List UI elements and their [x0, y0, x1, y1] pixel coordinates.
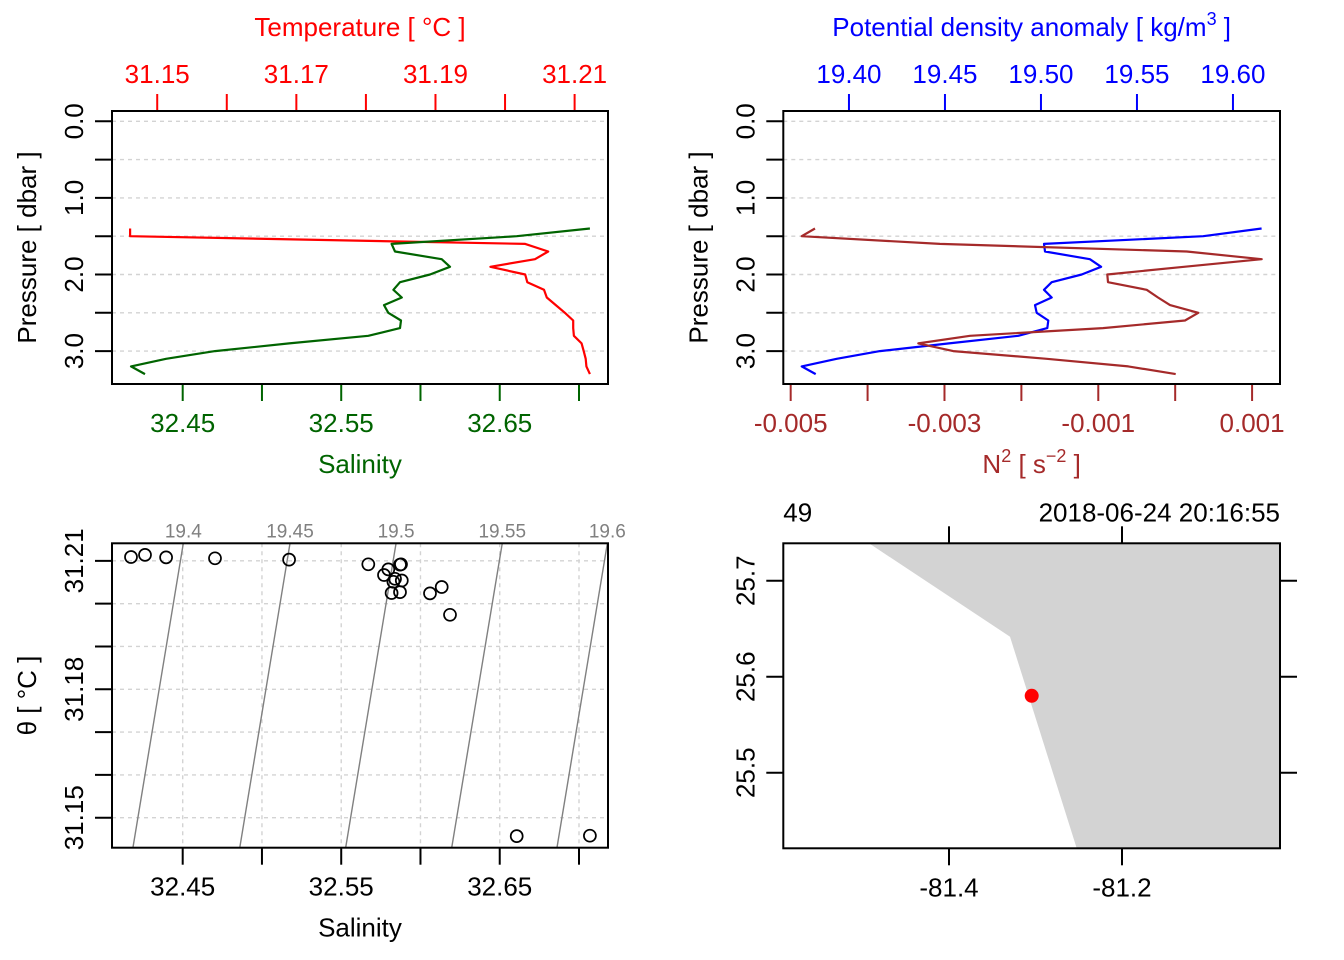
- latitude-axis-tick-label: 25.6: [730, 651, 760, 702]
- isopycnal-label: 19.55: [478, 521, 526, 542]
- potential-density-anomaly-profile-line: [800, 227, 1262, 376]
- top-axis-title: Potential density anomaly [ kg/m3 ]: [832, 9, 1231, 42]
- bottom-axis-tick-label: 32.45: [150, 408, 215, 438]
- isopycnal-line: [132, 543, 185, 848]
- station-id-label: 49: [783, 497, 812, 527]
- y-axis-title: Pressure [ dbar ]: [683, 151, 713, 343]
- top-axis-tick-label: 31.17: [264, 59, 329, 89]
- ts-point: [509, 829, 524, 843]
- isopycnal-line: [556, 543, 608, 848]
- plot-frame: [111, 110, 609, 385]
- map-frame: [782, 542, 1281, 850]
- isopycnal-label: 19.45: [266, 521, 314, 542]
- pressure-axis-tick-label: 2.0: [59, 256, 89, 292]
- bottom-axis-tick-label: 32.55: [309, 408, 374, 438]
- pressure-axis-tick-label: 1.0: [59, 180, 89, 216]
- top-axis-tick-label: 19.40: [816, 59, 881, 89]
- isopycnal-label: 19.6: [589, 521, 626, 542]
- top-axis-title-superscript: 3: [1207, 9, 1217, 29]
- bottom-axis-tick-label: 0.001: [1220, 408, 1285, 438]
- buoyancy-frequency-squared-profile-line: [800, 227, 1263, 376]
- top-axis-tick-label: 19.50: [1008, 59, 1073, 89]
- pressure-axis-tick-label: 0.0: [730, 103, 760, 139]
- bottom-axis-title: Salinity: [318, 449, 402, 479]
- ts-point: [124, 550, 138, 564]
- panel-station-map: -81.4 -81.2 25.5 25.6 25.7 49 2018-06-24 20:16…: [730, 497, 1297, 902]
- isopycnal-line: [239, 543, 291, 848]
- pressure-axis-tick-label: 1.0: [730, 180, 760, 216]
- salinity-axis-tick-label: 32.55: [309, 872, 374, 902]
- top-axis-tick-label: 19.45: [912, 59, 977, 89]
- station-marker: [1024, 688, 1039, 703]
- isopycnal-line: [451, 543, 503, 848]
- ts-point: [361, 557, 376, 572]
- y-axis-title: θ [ °C ]: [12, 656, 42, 736]
- bottom-axis-title-superscript: −2: [1046, 446, 1067, 466]
- ts-point: [159, 550, 173, 565]
- isopycnal-line: [344, 543, 397, 848]
- salinity-profile-line: [129, 227, 591, 376]
- pressure-axis-tick-label: 2.0: [730, 256, 760, 292]
- plot-frame: [782, 110, 1281, 385]
- top-axis-tick-label: 19.60: [1200, 59, 1265, 89]
- panel-temperature-salinity-profile: 0.0 1.0 2.0 3.0 31.15 31.17 31.19 31.21 32.45 32.…: [12, 12, 609, 479]
- pressure-axis-tick-label: 3.0: [59, 333, 89, 369]
- longitude-axis-tick-label: -81.4: [919, 872, 978, 902]
- land-polygon: [869, 543, 1280, 849]
- bottom-axis-tick-label: 32.65: [467, 408, 532, 438]
- bottom-axis-title: N2 [ s−2 ]: [982, 446, 1080, 479]
- ts-point: [423, 586, 437, 601]
- plot-frame: [111, 542, 609, 849]
- bottom-axis-title-text: ]: [1066, 449, 1080, 479]
- theta-axis-tick-label: 31.18: [59, 657, 89, 722]
- ts-point: [138, 548, 152, 562]
- station-datetime-label: 2018-06-24 20:16:55: [1039, 497, 1280, 527]
- x-axis-title: Salinity: [318, 913, 402, 943]
- pressure-axis-tick-label: 3.0: [730, 333, 760, 369]
- top-axis-title-text: Temperature [ °C ]: [254, 12, 465, 42]
- theta-axis-tick-label: 31.21: [59, 528, 89, 593]
- bottom-axis-title-text: [ s: [1011, 449, 1046, 479]
- latitude-axis-tick-label: 25.5: [730, 747, 760, 798]
- temperature-profile-line: [129, 228, 591, 375]
- theta-axis-tick-label: 31.15: [59, 785, 89, 850]
- longitude-axis-tick-label: -81.2: [1092, 872, 1151, 902]
- salinity-axis-tick-label: 32.65: [467, 872, 532, 902]
- bottom-axis-tick-label: -0.005: [754, 408, 828, 438]
- top-axis-title-text: Potential density anomaly [ kg/m: [832, 12, 1206, 42]
- ts-point: [394, 573, 409, 588]
- isopycnal-label: 19.4: [165, 521, 202, 542]
- top-axis-title-text: ]: [1217, 12, 1231, 42]
- ts-point: [282, 552, 296, 567]
- ts-point: [386, 574, 401, 589]
- top-axis-tick-label: 31.21: [542, 59, 607, 89]
- ts-point: [583, 828, 597, 843]
- bottom-axis-title-text: N: [982, 449, 1001, 479]
- bottom-axis-tick-label: -0.003: [908, 408, 982, 438]
- top-axis-tick-label: 31.19: [403, 59, 468, 89]
- ts-point: [381, 562, 396, 577]
- top-axis-tick-label: 31.15: [125, 59, 190, 89]
- isopycnal-label: 19.5: [378, 521, 415, 542]
- latitude-axis-tick-label: 25.7: [730, 555, 760, 606]
- ts-point: [208, 551, 222, 566]
- top-axis-tick-label: 19.55: [1104, 59, 1169, 89]
- top-axis-title: Temperature [ °C ]: [254, 12, 465, 42]
- panel-density-n2-profile: 0.0 1.0 2.0 3.0 19.40 19.45 19.50 19.55 19.60 -0.…: [683, 9, 1284, 479]
- y-axis-title: Pressure [ dbar ]: [12, 151, 42, 343]
- ts-point: [434, 580, 449, 594]
- salinity-axis-tick-label: 32.45: [150, 872, 215, 902]
- bottom-axis-title-superscript: 2: [1001, 446, 1011, 466]
- ts-point: [393, 557, 407, 572]
- ts-point: [443, 607, 457, 622]
- bottom-axis-tick-label: -0.001: [1061, 408, 1135, 438]
- pressure-axis-tick-label: 0.0: [59, 103, 89, 139]
- bottom-axis-title-text: Salinity: [318, 449, 402, 479]
- panel-ts-diagram: 19.4 19.45 19.5 19.55 19.6 32.45 32.55 32.65 31.…: [12, 521, 626, 942]
